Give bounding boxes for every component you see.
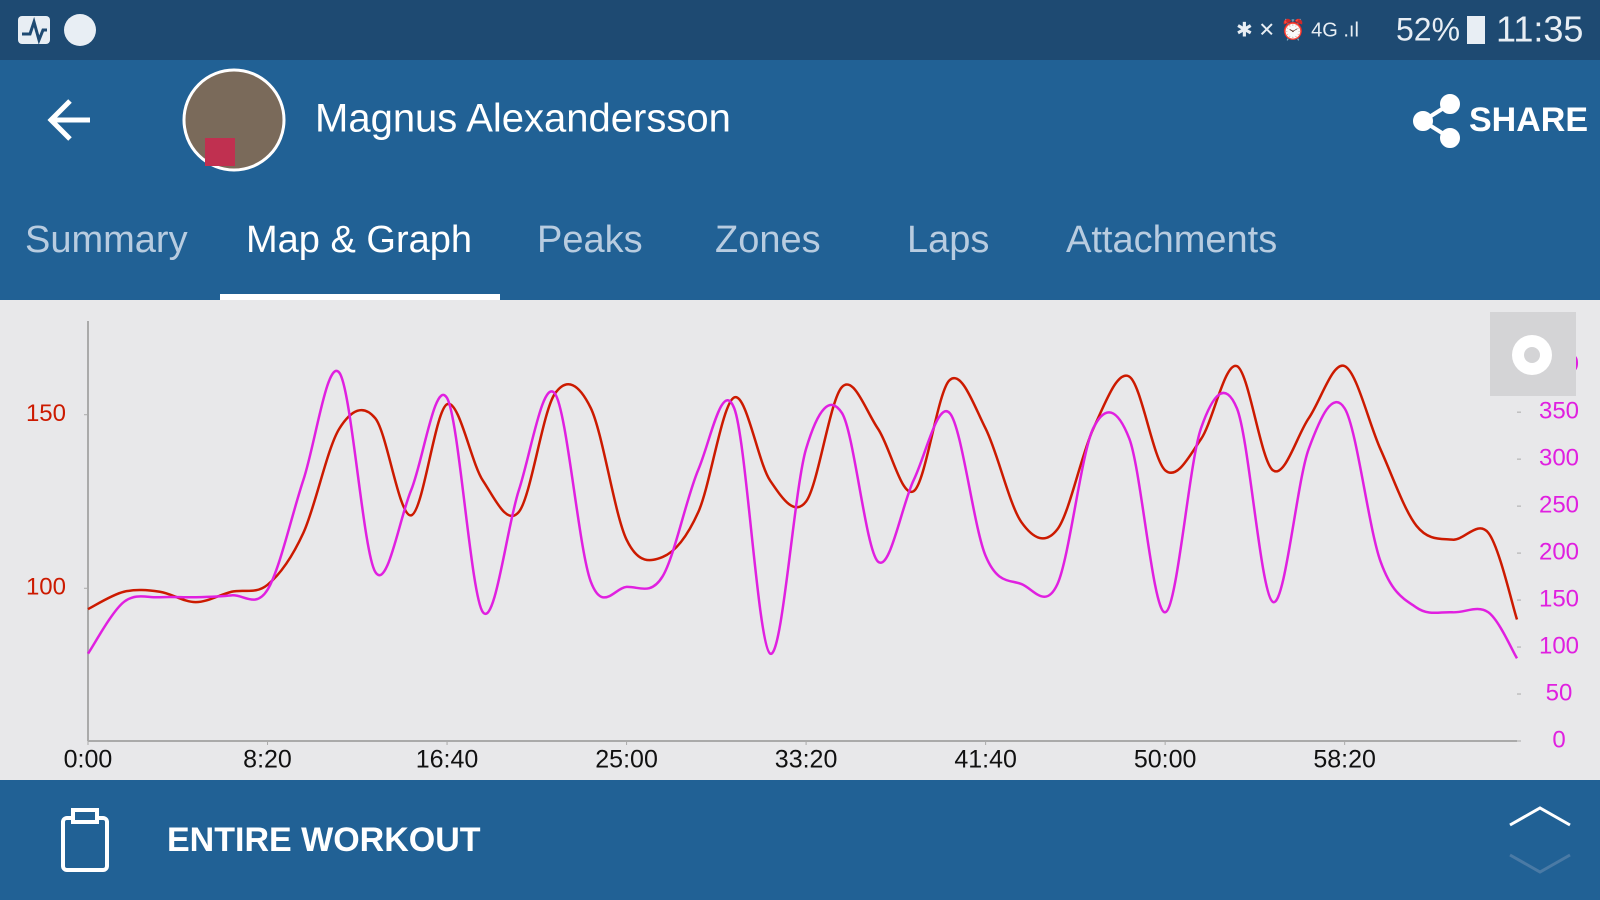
workout-range[interactable]: ENTIRE WORKOUT xyxy=(167,821,481,859)
tab-indicator xyxy=(220,294,500,300)
settings-gear-hole xyxy=(1524,347,1540,363)
share-icon[interactable] xyxy=(1413,94,1460,148)
status-bar xyxy=(0,0,1600,60)
y2-tick-label: 0 xyxy=(1552,726,1565,753)
y-tick-label: 150 xyxy=(26,400,66,427)
tab[interactable]: Map & Graph xyxy=(246,219,472,261)
status-icons: ✱ ✕ ⏰ 4G .ıl xyxy=(1236,17,1359,41)
tab[interactable]: Laps xyxy=(907,219,989,261)
activity-icon-line xyxy=(22,16,47,45)
x-tick-label: 8:20 xyxy=(243,746,292,774)
series-line xyxy=(87,364,1519,620)
y-tick-label: 100 xyxy=(26,574,66,601)
x-tick-label: 50:00 xyxy=(1134,746,1197,774)
back-button[interactable] xyxy=(47,99,90,141)
x-tick-label: 0:00 xyxy=(64,746,113,774)
x-tick-label: 25:00 xyxy=(595,746,658,774)
y2-tick-label: 350 xyxy=(1539,397,1579,424)
y2-tick-label: 300 xyxy=(1539,444,1579,471)
tab[interactable]: Summary xyxy=(25,219,188,261)
battery-icon xyxy=(1467,16,1485,44)
clipboard-clip xyxy=(71,808,99,824)
y2-tick-label: 250 xyxy=(1539,491,1579,518)
tab[interactable]: Peaks xyxy=(537,219,643,261)
x-tick-label: 58:20 xyxy=(1313,746,1376,774)
y2-tick-label: 200 xyxy=(1539,538,1579,565)
expand-down[interactable] xyxy=(1509,853,1571,874)
chart-area xyxy=(0,300,1600,780)
expand-up[interactable] xyxy=(1509,806,1571,827)
x-tick-label: 16:40 xyxy=(416,746,479,774)
y2-tick-label: 100 xyxy=(1539,632,1579,659)
y2-tick-label: 50 xyxy=(1546,679,1573,706)
spotify-icon xyxy=(64,14,96,46)
share-button[interactable]: SHARE xyxy=(1469,101,1588,139)
clock: 11:35 xyxy=(1496,9,1583,50)
bottom-bar xyxy=(0,780,1600,900)
activity-icon xyxy=(18,16,50,44)
series-line xyxy=(86,369,1519,659)
athlete-name: Magnus Alexandersson xyxy=(315,97,731,141)
avatar-detail xyxy=(205,138,235,166)
x-tick-label: 41:40 xyxy=(954,746,1017,774)
tab[interactable]: Attachments xyxy=(1066,219,1277,261)
tab[interactable]: Zones xyxy=(715,219,821,261)
battery-text: 52% xyxy=(1396,11,1460,47)
y2-tick-label: 150 xyxy=(1539,585,1579,612)
x-tick-label: 33:20 xyxy=(775,746,838,774)
